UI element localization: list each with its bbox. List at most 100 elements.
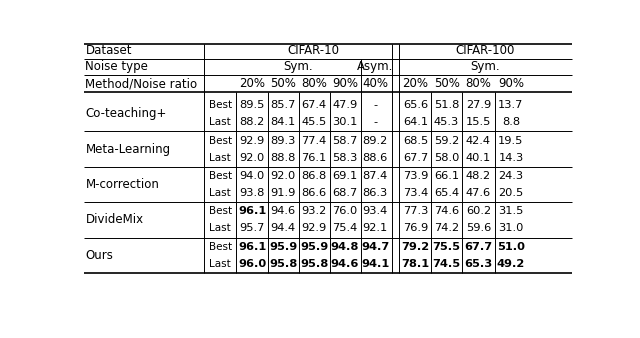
Text: 95.8: 95.8 bbox=[300, 259, 328, 269]
Text: 14.3: 14.3 bbox=[499, 152, 524, 163]
Text: Last: Last bbox=[209, 152, 231, 163]
Text: 60.2: 60.2 bbox=[466, 207, 491, 217]
Text: 67.7: 67.7 bbox=[464, 242, 492, 252]
Text: 75.5: 75.5 bbox=[433, 242, 461, 252]
Text: 20.5: 20.5 bbox=[499, 188, 524, 198]
Text: -: - bbox=[373, 100, 378, 110]
Text: Best: Best bbox=[209, 136, 232, 146]
Text: 58.3: 58.3 bbox=[332, 152, 358, 163]
Text: 90%: 90% bbox=[332, 77, 358, 90]
Text: Method/Noise ratio: Method/Noise ratio bbox=[85, 77, 198, 90]
Text: 89.2: 89.2 bbox=[363, 136, 388, 146]
Text: 24.3: 24.3 bbox=[499, 171, 524, 181]
Text: 73.9: 73.9 bbox=[403, 171, 428, 181]
Text: 58.0: 58.0 bbox=[434, 152, 460, 163]
Text: 86.3: 86.3 bbox=[363, 188, 388, 198]
Text: 27.9: 27.9 bbox=[466, 100, 491, 110]
Text: 68.5: 68.5 bbox=[403, 136, 428, 146]
Text: 94.6: 94.6 bbox=[271, 207, 296, 217]
Text: 87.4: 87.4 bbox=[363, 171, 388, 181]
Text: 8.8: 8.8 bbox=[502, 117, 520, 127]
Text: M-correction: M-correction bbox=[85, 178, 159, 191]
Text: 92.0: 92.0 bbox=[271, 171, 296, 181]
Text: Best: Best bbox=[209, 207, 232, 217]
Text: 65.6: 65.6 bbox=[403, 100, 428, 110]
Text: Last: Last bbox=[209, 223, 231, 234]
Text: 51.8: 51.8 bbox=[434, 100, 460, 110]
Text: 79.2: 79.2 bbox=[401, 242, 429, 252]
Text: 67.7: 67.7 bbox=[403, 152, 428, 163]
Text: 80%: 80% bbox=[301, 77, 327, 90]
Text: 45.5: 45.5 bbox=[301, 117, 326, 127]
Text: 93.4: 93.4 bbox=[363, 207, 388, 217]
Text: 74.6: 74.6 bbox=[434, 207, 459, 217]
Text: Last: Last bbox=[209, 259, 231, 269]
Text: 59.6: 59.6 bbox=[466, 223, 491, 234]
Text: 94.1: 94.1 bbox=[361, 259, 389, 269]
Text: 50%: 50% bbox=[270, 77, 296, 90]
Text: Last: Last bbox=[209, 117, 231, 127]
Text: 94.7: 94.7 bbox=[361, 242, 389, 252]
Text: 20%: 20% bbox=[403, 77, 429, 90]
Text: 20%: 20% bbox=[239, 77, 265, 90]
Text: 94.8: 94.8 bbox=[331, 242, 359, 252]
Text: Ours: Ours bbox=[85, 249, 113, 262]
Text: 92.1: 92.1 bbox=[363, 223, 388, 234]
Text: 95.8: 95.8 bbox=[269, 259, 297, 269]
Text: 86.8: 86.8 bbox=[301, 171, 326, 181]
Text: CIFAR-10: CIFAR-10 bbox=[287, 44, 340, 57]
Text: 75.4: 75.4 bbox=[332, 223, 358, 234]
Text: 92.9: 92.9 bbox=[301, 223, 326, 234]
Text: 59.2: 59.2 bbox=[434, 136, 460, 146]
Text: 51.0: 51.0 bbox=[497, 242, 525, 252]
Text: Noise type: Noise type bbox=[85, 60, 148, 73]
Text: 96.1: 96.1 bbox=[238, 207, 266, 217]
Text: 64.1: 64.1 bbox=[403, 117, 428, 127]
Text: Best: Best bbox=[209, 242, 232, 252]
Text: 50%: 50% bbox=[434, 77, 460, 90]
Text: 31.0: 31.0 bbox=[498, 223, 524, 234]
Text: 76.9: 76.9 bbox=[403, 223, 428, 234]
Text: 95.9: 95.9 bbox=[300, 242, 328, 252]
Text: 65.3: 65.3 bbox=[464, 259, 492, 269]
Text: 66.1: 66.1 bbox=[434, 171, 459, 181]
Text: 65.4: 65.4 bbox=[434, 188, 459, 198]
Text: 88.6: 88.6 bbox=[363, 152, 388, 163]
Text: 92.9: 92.9 bbox=[239, 136, 265, 146]
Text: 94.6: 94.6 bbox=[331, 259, 359, 269]
Text: 19.5: 19.5 bbox=[498, 136, 524, 146]
Text: 84.1: 84.1 bbox=[271, 117, 296, 127]
Text: 31.5: 31.5 bbox=[498, 207, 524, 217]
Text: 95.9: 95.9 bbox=[269, 242, 297, 252]
Text: 13.7: 13.7 bbox=[498, 100, 524, 110]
Text: 77.3: 77.3 bbox=[403, 207, 428, 217]
Text: Co-teaching+: Co-teaching+ bbox=[85, 107, 167, 120]
Text: 48.2: 48.2 bbox=[466, 171, 491, 181]
Text: DivideMix: DivideMix bbox=[85, 214, 143, 226]
Text: 77.4: 77.4 bbox=[301, 136, 326, 146]
Text: 88.8: 88.8 bbox=[270, 152, 296, 163]
Text: 73.4: 73.4 bbox=[403, 188, 428, 198]
Text: Best: Best bbox=[209, 100, 232, 110]
Text: 69.1: 69.1 bbox=[332, 171, 358, 181]
Text: 94.4: 94.4 bbox=[271, 223, 296, 234]
Text: 76.0: 76.0 bbox=[332, 207, 358, 217]
Text: 47.6: 47.6 bbox=[466, 188, 491, 198]
Text: 89.3: 89.3 bbox=[270, 136, 296, 146]
Text: -: - bbox=[373, 117, 378, 127]
Text: 89.5: 89.5 bbox=[239, 100, 265, 110]
Text: 42.4: 42.4 bbox=[466, 136, 491, 146]
Text: 74.2: 74.2 bbox=[434, 223, 459, 234]
Text: 95.7: 95.7 bbox=[239, 223, 265, 234]
Text: 40%: 40% bbox=[362, 77, 388, 90]
Text: 90%: 90% bbox=[498, 77, 524, 90]
Text: 15.5: 15.5 bbox=[466, 117, 491, 127]
Text: 92.0: 92.0 bbox=[239, 152, 265, 163]
Text: 47.9: 47.9 bbox=[332, 100, 358, 110]
Text: Sym.: Sym. bbox=[284, 60, 313, 73]
Text: 91.9: 91.9 bbox=[270, 188, 296, 198]
Text: 67.4: 67.4 bbox=[301, 100, 326, 110]
Text: 45.3: 45.3 bbox=[434, 117, 460, 127]
Text: 40.1: 40.1 bbox=[466, 152, 491, 163]
Text: Sym.: Sym. bbox=[470, 60, 500, 73]
